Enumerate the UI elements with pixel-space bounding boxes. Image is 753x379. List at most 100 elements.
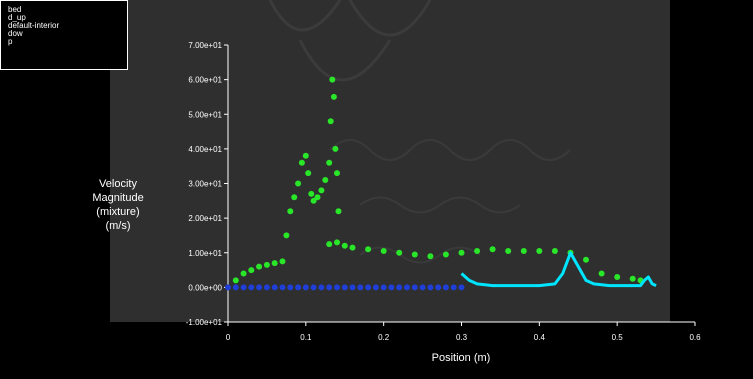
- data-point-default-interior: [302, 152, 309, 159]
- data-point-bed: [318, 284, 325, 291]
- series-bed: [225, 284, 465, 291]
- legend-item-default-interior: default-interior: [8, 21, 59, 30]
- x-tick-label: 0.1: [300, 333, 312, 342]
- legend-item-bed: bed: [8, 5, 21, 14]
- data-point-default-interior: [295, 180, 302, 187]
- y-tick-label: 3.00e+01: [188, 180, 222, 189]
- data-point-bed: [295, 284, 302, 291]
- y-tick-label: 2.00e+01: [188, 214, 222, 223]
- data-point-default-interior: [598, 270, 605, 277]
- data-point-default-interior: [474, 248, 481, 254]
- legend-item-dow: dow: [8, 29, 23, 38]
- data-point-default-interior: [248, 267, 255, 274]
- y-axis-title-line-1: Velocity: [99, 178, 137, 190]
- data-point-default-interior: [271, 260, 278, 267]
- data-point-default-interior: [232, 277, 239, 284]
- data-point-default-interior: [326, 159, 333, 166]
- data-point-default-interior: [629, 275, 636, 282]
- axes: -1.00e+01 0.00e+00 1.00e+01 2.00e+01 3.00e+0…: [186, 41, 701, 342]
- data-point-bed: [225, 284, 231, 291]
- watermark-emblem: [268, 0, 432, 82]
- data-point-bed: [388, 284, 395, 291]
- data-point-bed: [357, 284, 364, 291]
- data-point-bed: [442, 284, 449, 291]
- data-point-default-interior: [287, 208, 294, 215]
- data-point-bed: [341, 284, 348, 291]
- data-point-bed: [411, 284, 418, 291]
- data-point-default-interior: [396, 249, 403, 256]
- legend-item-d-up: d_up: [8, 13, 26, 22]
- data-point-default-interior: [298, 159, 305, 166]
- data-point-default-interior: [240, 270, 247, 277]
- data-point-default-interior: [411, 251, 418, 258]
- data-point-default-interior: [427, 253, 434, 260]
- y-tick-label: 5.00e+01: [188, 110, 222, 119]
- data-point-bed: [263, 284, 270, 291]
- data-point-bed: [271, 284, 278, 291]
- data-point-default-interior: [283, 232, 290, 239]
- data-point-default-interior: [614, 274, 621, 280]
- data-point-default-interior: [365, 246, 372, 253]
- data-point-default-interior: [520, 248, 527, 254]
- data-point-default-interior: [308, 190, 315, 197]
- data-point-bed: [380, 284, 387, 291]
- watermark-script: [329, 139, 571, 264]
- data-point-default-interior: [305, 170, 312, 177]
- x-tick-label: 0.6: [689, 333, 701, 342]
- data-point-default-interior: [329, 76, 336, 83]
- data-point-bed: [458, 284, 465, 291]
- data-point-default-interior: [536, 248, 543, 254]
- data-point-default-interior: [330, 93, 337, 100]
- data-point-default-interior: [322, 177, 329, 183]
- legend-item-p: p: [8, 37, 13, 46]
- data-point-default-interior: [505, 248, 512, 254]
- data-point-bed: [435, 284, 442, 291]
- data-point-bed: [279, 284, 286, 291]
- data-point-default-interior: [349, 244, 356, 251]
- data-point-default-interior: [489, 246, 496, 253]
- y-tick-label: 4.00e+01: [188, 145, 222, 154]
- data-point-default-interior: [583, 256, 589, 263]
- data-point-bed: [248, 284, 255, 291]
- data-point-bed: [404, 284, 410, 291]
- data-point-bed: [256, 284, 263, 291]
- data-point-bed: [372, 284, 379, 291]
- data-point-default-interior: [310, 197, 317, 204]
- x-tick-label: 0.2: [378, 333, 390, 342]
- y-axis-title-line-2: Magnitude: [92, 192, 143, 204]
- data-point-bed: [302, 284, 309, 291]
- data-point-default-interior: [551, 248, 558, 254]
- legend-box: bed d_up default-interior dow p: [0, 0, 128, 70]
- data-point-default-interior: [380, 248, 387, 254]
- data-point-default-interior: [334, 239, 340, 246]
- data-point-bed: [334, 284, 340, 291]
- y-axis-title: Velocity Magnitude (mixture) (m/s): [92, 178, 143, 232]
- series-default-interior: [232, 76, 644, 284]
- data-point-bed: [419, 284, 426, 291]
- y-tick-label: 0.00e+00: [188, 283, 222, 292]
- data-point-default-interior: [279, 258, 286, 265]
- y-axis-title-line-4: (m/s): [105, 220, 130, 232]
- data-point-default-interior: [314, 194, 321, 201]
- data-point-bed: [396, 284, 403, 291]
- x-tick-label: 0.3: [456, 333, 468, 342]
- data-point-bed: [349, 284, 356, 291]
- data-point-default-interior: [335, 208, 342, 215]
- series-line-dow: [460, 251, 657, 288]
- x-tick-label: 0: [226, 333, 231, 342]
- data-point-default-interior: [332, 145, 339, 152]
- y-tick-label: 6.00e+01: [188, 76, 222, 85]
- data-point-default-interior: [341, 242, 348, 249]
- data-point-bed: [365, 284, 372, 291]
- y-tick-label: 1.00e+01: [188, 249, 222, 258]
- data-point-default-interior: [256, 263, 263, 270]
- data-point-bed: [287, 284, 294, 291]
- data-point-default-interior: [327, 118, 334, 125]
- data-point-default-interior: [442, 251, 449, 258]
- series-dow: [460, 251, 657, 288]
- y-tick-label: -1.00e+01: [186, 318, 223, 327]
- data-point-bed: [310, 284, 317, 291]
- data-point-bed: [427, 284, 434, 291]
- x-tick-label: 0.4: [534, 333, 546, 342]
